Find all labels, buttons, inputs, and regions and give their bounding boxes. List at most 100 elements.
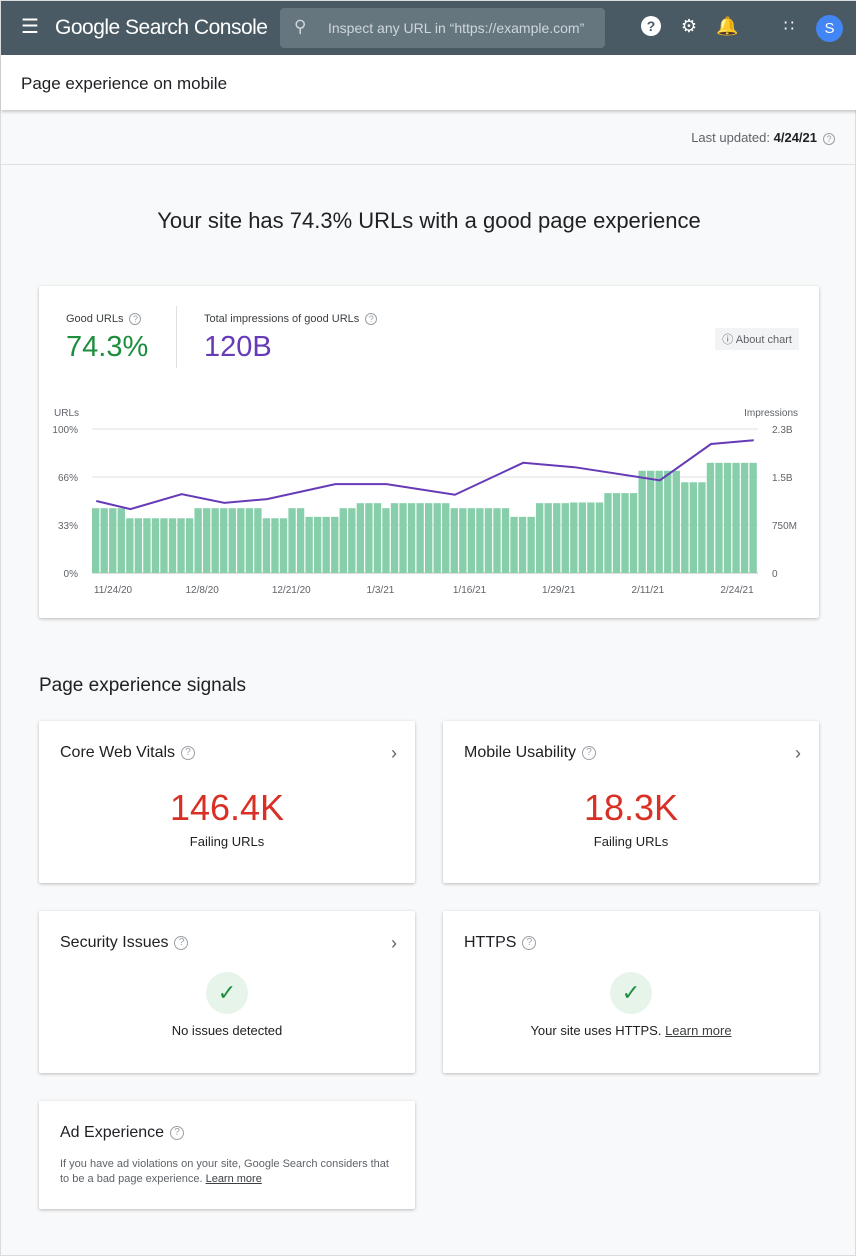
url-bar: [655, 470, 663, 573]
help-icon[interactable]: ?: [174, 935, 189, 950]
url-bar: [501, 508, 510, 573]
avatar[interactable]: S: [816, 15, 843, 42]
url-bar: [220, 508, 228, 573]
url-bar: [493, 508, 501, 573]
check-icon: ✓: [610, 972, 652, 1014]
right-tick-label: 0: [772, 569, 778, 580]
url-bar: [672, 470, 680, 573]
card-title: Security Issues?: [60, 934, 189, 952]
failing-count: 18.3K: [583, 787, 679, 828]
url-bar: [203, 508, 211, 573]
failing-label: Failing URLs: [593, 834, 669, 849]
hamburger-menu-icon[interactable]: ☰: [21, 16, 39, 38]
url-bar: [237, 508, 245, 573]
url-bar: [228, 508, 236, 573]
url-bar: [92, 508, 100, 573]
url-bar: [527, 516, 535, 573]
learn-more-link[interactable]: Learn more: [665, 1023, 732, 1038]
help-icon[interactable]: ?: [170, 1125, 185, 1140]
left-tick-label: 66%: [58, 473, 78, 484]
section-heading: Page experience signals: [39, 675, 247, 696]
url-bar: [407, 503, 416, 573]
ad-experience-card: Ad Experience? If you have ad violations…: [39, 1101, 415, 1209]
url-bar: [689, 482, 698, 573]
chevron-right-icon[interactable]: ›: [391, 743, 397, 763]
url-bar: [732, 462, 740, 573]
url-bar: [467, 508, 476, 573]
url-bar: [416, 503, 424, 573]
apps-grid-icon[interactable]: ∷: [783, 18, 795, 35]
user-settings-icon[interactable]: ⚙: [680, 16, 698, 36]
url-bar: [595, 502, 604, 573]
status-message: Your site uses HTTPS. Learn more: [530, 1023, 732, 1038]
mobile-usability-card[interactable]: Mobile Usability? › 18.3K Failing URLs: [443, 721, 819, 883]
url-bar: [143, 518, 151, 573]
left-tick-label: 100%: [52, 425, 78, 436]
headline: Your site has 74.3% URLs with a good pag…: [157, 208, 701, 233]
url-bar: [271, 518, 279, 573]
card-title: HTTPS?: [464, 934, 537, 952]
failing-label: Failing URLs: [189, 834, 265, 849]
page-title: Page experience on mobile: [1, 55, 856, 110]
url-bar: [194, 508, 202, 573]
url-inspect-search[interactable]: ⚲ Inspect any URL in “https://example.co…: [280, 8, 605, 48]
url-bar: [749, 462, 757, 573]
help-icon[interactable]: ?: [129, 313, 142, 326]
good-urls-label: Good URLs?: [66, 313, 142, 326]
url-bar: [134, 518, 143, 573]
search-icon: ⚲: [294, 17, 307, 36]
check-icon: ✓: [206, 972, 248, 1014]
url-bar: [544, 503, 552, 573]
url-bar: [570, 502, 578, 573]
url-bar: [553, 503, 561, 573]
last-updated-value: 4/24/21: [773, 130, 817, 145]
learn-more-link[interactable]: Learn more: [205, 1173, 262, 1185]
url-bar: [723, 462, 732, 573]
card-title: Ad Experience?: [60, 1124, 185, 1142]
help-icon[interactable]: ?: [522, 935, 537, 950]
security-issues-card[interactable]: Security Issues? › ✓ No issues detected: [39, 911, 415, 1073]
chevron-right-icon[interactable]: ›: [391, 933, 397, 953]
help-icon[interactable]: ?: [365, 313, 378, 326]
search-placeholder: Inspect any URL in “https://example.com”: [328, 20, 585, 36]
core-web-vitals-card[interactable]: Core Web Vitals? › 146.4K Failing URLs: [39, 721, 415, 883]
card-title: Core Web Vitals?: [60, 744, 196, 762]
x-tick-label: 2/24/21: [720, 585, 754, 596]
chevron-right-icon[interactable]: ›: [795, 743, 801, 763]
url-bar: [109, 508, 117, 573]
url-bar: [390, 503, 399, 573]
url-bar: [305, 516, 313, 573]
left-axis-label: URLs: [54, 408, 80, 419]
url-bar: [126, 518, 134, 573]
about-chart-button[interactable]: ⓘ About chart: [715, 328, 799, 350]
url-bar: [476, 508, 484, 573]
app-logo[interactable]: Google Search Console: [55, 16, 268, 39]
status-message: No issues detected: [171, 1023, 283, 1038]
url-bar: [459, 508, 467, 573]
failing-count: 146.4K: [169, 787, 285, 828]
card-title: Mobile Usability?: [464, 744, 597, 762]
url-bar: [715, 462, 723, 573]
url-bar: [450, 508, 458, 573]
notifications-bell-icon[interactable]: 🔔: [716, 16, 739, 36]
left-tick-label: 33%: [58, 521, 78, 532]
url-bar: [536, 503, 544, 573]
help-icon[interactable]: ?: [823, 132, 835, 145]
impressions-label: Total impressions of good URLs?: [204, 313, 378, 326]
url-bar: [425, 503, 433, 573]
url-bar: [339, 508, 347, 573]
last-updated: Last updated: 4/24/21?: [691, 130, 835, 145]
url-bar: [510, 516, 518, 573]
url-bar: [151, 518, 160, 573]
help-icon[interactable]: ?: [582, 745, 597, 760]
url-bar: [587, 502, 595, 573]
help-icon[interactable]: ?: [181, 745, 196, 760]
x-tick-label: 1/29/21: [542, 585, 576, 596]
url-bar: [254, 508, 262, 573]
url-bar: [288, 508, 296, 573]
impressions-value: 120B: [204, 331, 272, 363]
last-updated-label: Last updated:: [691, 130, 770, 145]
help-icon[interactable]: ?: [641, 16, 661, 36]
url-bar: [629, 493, 638, 573]
url-bar: [331, 516, 339, 573]
